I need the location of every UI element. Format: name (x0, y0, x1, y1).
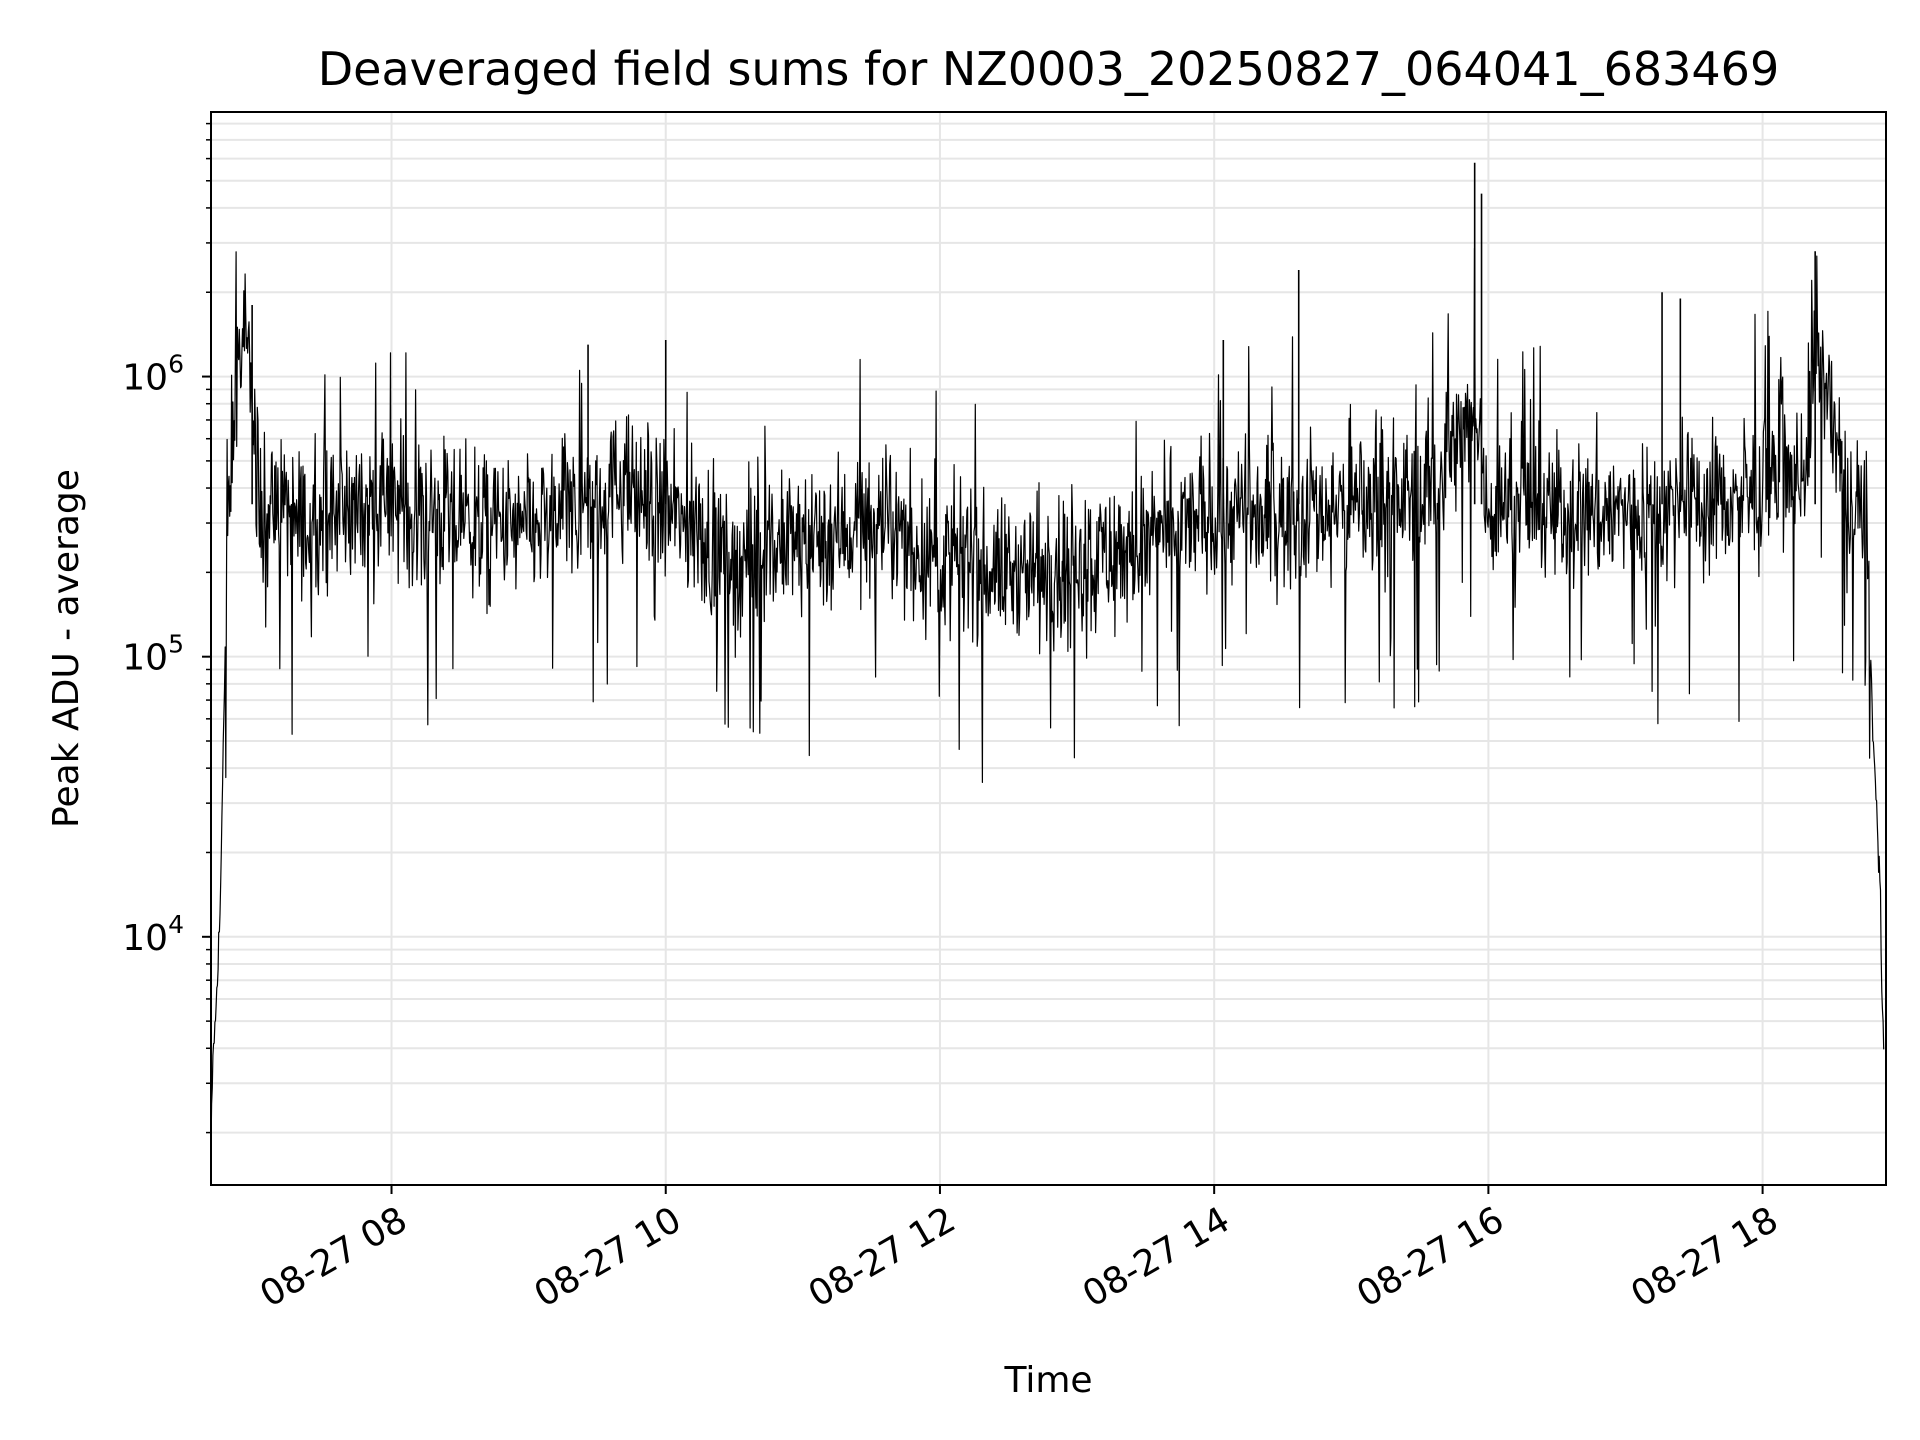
data-layer (210, 162, 1885, 1151)
x-tick-label: 08-27 08 (253, 1199, 414, 1315)
y-axis-label: Peak ADU - average (46, 469, 87, 828)
series-line (210, 247, 1885, 1151)
x-tick-label: 08-27 14 (1076, 1199, 1237, 1315)
plot-area-frame (210, 111, 1887, 1186)
chart-title: Deaveraged field sums for NZ0003_2025082… (318, 42, 1779, 96)
grid-lines (211, 112, 1886, 1185)
x-axis-label: Time (1003, 1360, 1092, 1401)
x-tick-label: 08-27 18 (1624, 1199, 1785, 1315)
x-tick-label: 08-27 10 (528, 1199, 689, 1315)
x-tick-label: 08-27 16 (1350, 1199, 1511, 1315)
y-tick-label: 105 (122, 630, 184, 679)
y-tick-label: 104 (122, 910, 184, 959)
x-tick-label: 08-27 12 (802, 1199, 963, 1315)
y-tick-label: 106 (122, 350, 184, 399)
